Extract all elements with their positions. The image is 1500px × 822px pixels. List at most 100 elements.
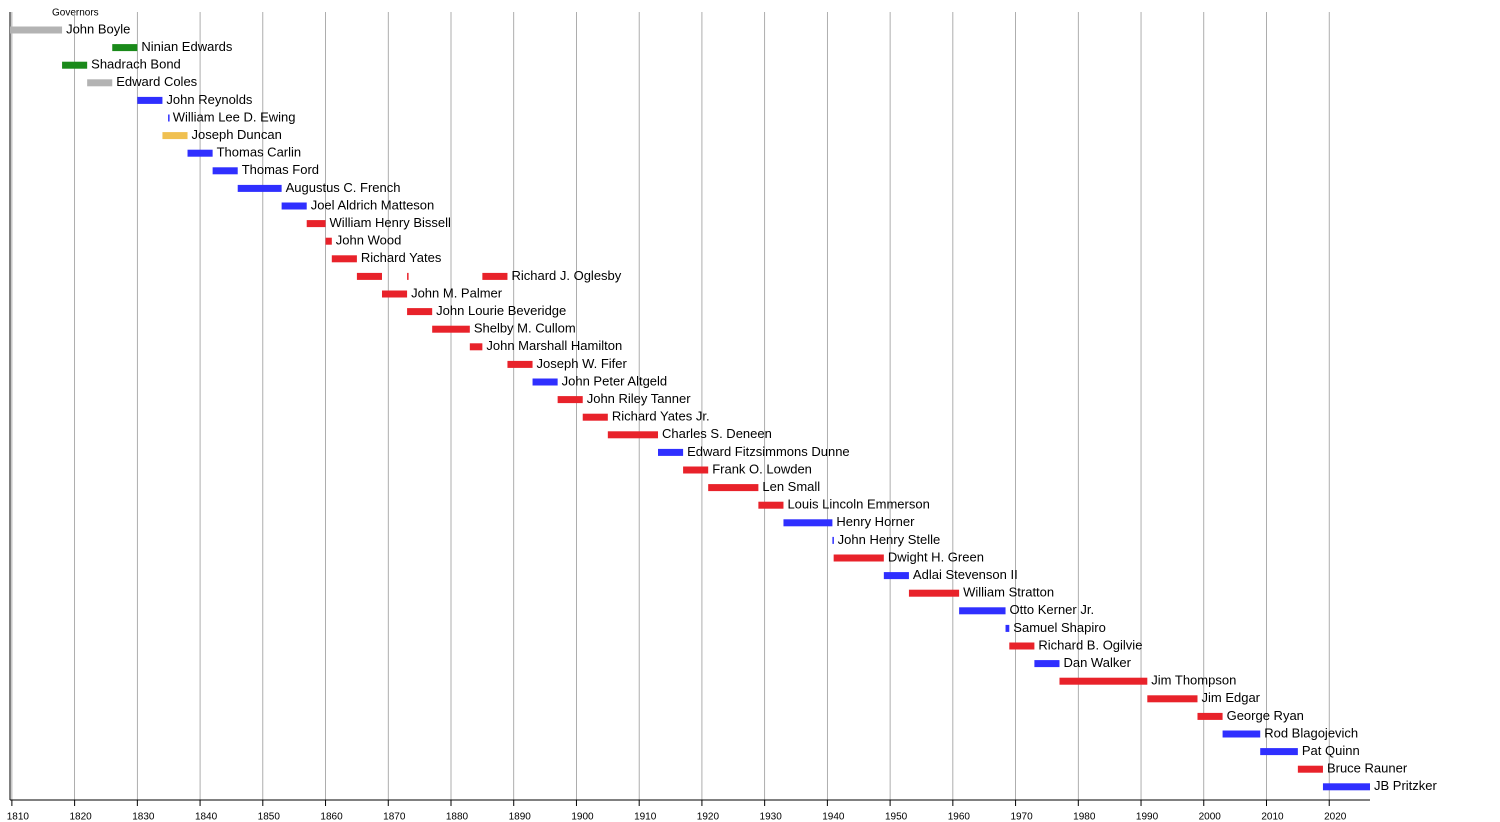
x-tick-label: 1830 [132,812,155,822]
term-bar [356,272,382,280]
governor-label: JB Pritzker [1374,778,1438,793]
governor-label: John Marshall Hamilton [486,338,622,353]
governor-label: William Lee D. Ewing [173,109,296,124]
term-bar [187,149,213,157]
governor-label: Richard J. Oglesby [511,268,621,283]
term-bar [683,466,709,474]
governor-label: Augustus C. French [286,180,401,195]
term-bar [212,167,238,175]
x-tick-label: 1840 [195,812,218,822]
term-bar [507,360,533,368]
x-tick-label: 1890 [509,812,532,822]
governor-label: Edward Coles [116,74,197,89]
x-tick-label: 2010 [1261,812,1284,822]
x-tick-label: 1880 [446,812,469,822]
x-tick-label: 1960 [948,812,971,822]
term-bar [1034,660,1060,668]
x-tick-label: 1940 [822,812,845,822]
x-tick-label: 1990 [1136,812,1159,822]
governor-label: Edward Fitzsimmons Dunne [687,444,850,459]
term-bar [325,237,332,245]
term-bar [832,536,834,544]
governor-label: William Henry Bissell [330,215,451,230]
governor-label: Frank O. Lowden [712,461,812,476]
term-bar [1059,677,1148,685]
x-tick-label: 2000 [1199,812,1222,822]
term-bar [557,396,583,404]
governor-label: Dwight H. Green [888,549,984,564]
governor-label: Len Small [762,479,820,494]
term-bar [10,26,63,34]
term-bar [582,413,608,421]
governor-label: Rod Blagojevich [1264,725,1358,740]
governor-label: Dan Walker [1063,655,1131,670]
governor-label: Shelby M. Cullom [474,321,576,336]
term-bar [162,132,188,140]
term-bar [1147,695,1198,703]
governor-label: George Ryan [1227,708,1304,723]
term-bar [783,519,833,527]
x-tick-label: 1810 [7,812,30,822]
governor-label: Charles S. Deneen [662,426,772,441]
term-bar [833,554,884,562]
governor-label: Thomas Carlin [217,145,302,160]
governor-label: Louis Lincoln Emmerson [787,497,929,512]
x-tick-label: 1870 [383,812,406,822]
governor-label: John Reynolds [166,92,252,107]
x-tick-label: 1860 [320,812,343,822]
term-bar [482,272,508,280]
term-bar [469,343,483,351]
term-bar [168,114,170,122]
term-bar [306,220,326,228]
chart-title: Governors [52,8,99,19]
governor-label: Jim Thompson [1151,673,1236,688]
term-bar [1322,783,1370,791]
x-tick-label: 1930 [760,812,783,822]
governor-label: William Stratton [963,585,1054,600]
term-bar [1197,712,1223,720]
governor-label: Richard B. Ogilvie [1038,637,1142,652]
x-tick-label: 1920 [697,812,720,822]
term-bar [62,61,88,69]
term-bar [959,607,1006,615]
governor-label: John Riley Tanner [587,391,691,406]
x-tick-label: 1910 [634,812,657,822]
term-bar [237,184,282,192]
governor-label: John Wood [336,233,402,248]
governor-label: John M. Palmer [411,285,503,300]
term-bar [331,255,357,263]
term-bar [607,431,659,439]
governor-label: Joel Aldrich Matteson [311,197,435,212]
governor-label: Jim Edgar [1201,690,1260,705]
term-bar [1009,642,1035,650]
term-bar [1297,765,1323,773]
governor-label: Adlai Stevenson II [913,567,1018,582]
term-bar [112,44,138,52]
governor-label: Samuel Shapiro [1013,620,1105,635]
term-bar [407,308,433,316]
governor-label: John Henry Stelle [838,532,941,547]
governor-label: Pat Quinn [1302,743,1360,758]
governor-label: Joseph Duncan [192,127,282,142]
governor-label: John Lourie Beveridge [436,303,566,318]
governor-label: Richard Yates [361,250,442,265]
term-bar [1005,624,1010,632]
x-tick-label: 1950 [885,812,908,822]
governor-label: Henry Horner [836,514,915,529]
term-bar [658,448,684,456]
governor-label: Thomas Ford [242,162,319,177]
governor-label: Shadrach Bond [91,57,181,72]
term-bar [407,272,409,280]
x-tick-label: 1850 [258,812,281,822]
x-tick-label: 1900 [571,812,594,822]
x-tick-label: 1970 [1010,812,1033,822]
governor-label: Bruce Rauner [1327,761,1408,776]
term-bar [281,202,307,210]
term-bar [1260,748,1298,756]
governor-label: Richard Yates Jr. [612,409,710,424]
term-bar [883,572,909,580]
term-bar [87,79,113,87]
governor-label: John Boyle [66,21,130,36]
term-bar [1222,730,1261,738]
